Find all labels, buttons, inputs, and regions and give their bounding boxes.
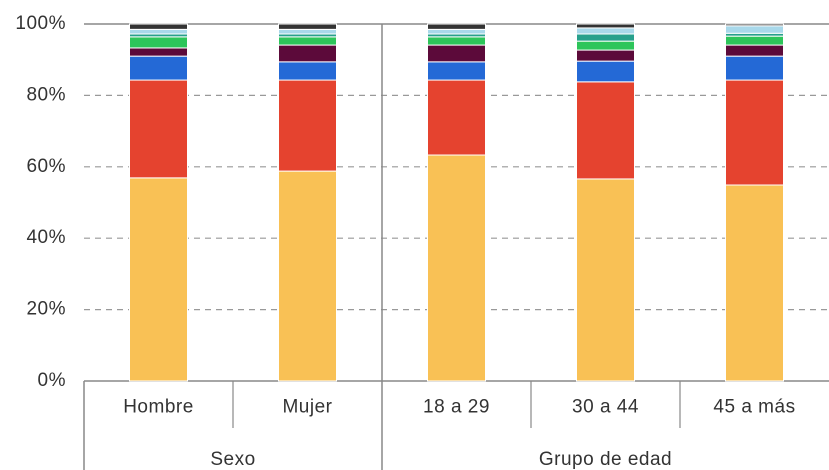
bar-segment (278, 61, 337, 81)
bar-segment (725, 23, 784, 27)
bar-segment (427, 154, 486, 382)
bar-segment (725, 44, 784, 57)
y-tick-label: 100% (15, 13, 66, 34)
bar-segment (278, 23, 337, 30)
bar-segment (427, 36, 486, 46)
bar-segment (278, 44, 337, 63)
bar-segment (427, 28, 486, 35)
bar-segment (576, 33, 635, 42)
x-tick-label: 45 a más (713, 397, 795, 418)
bar-segment (576, 60, 635, 83)
bar-segment (576, 178, 635, 382)
y-tick-label: 60% (26, 156, 66, 177)
bar-segment (576, 27, 635, 35)
x-tick-label: Hombre (123, 397, 194, 418)
bar-segment (278, 170, 337, 382)
group-label: Sexo (210, 449, 255, 470)
bar-segment (576, 81, 635, 180)
bar-segment (278, 36, 337, 46)
bar-segment (427, 23, 486, 30)
x-tick-label: Mujer (282, 397, 332, 418)
bar-segment (427, 44, 486, 63)
bar-segment (427, 61, 486, 81)
bar-segment (129, 55, 188, 81)
bar-segment (129, 79, 188, 179)
x-tick-label: 18 a 29 (423, 397, 490, 418)
bar-segment (129, 28, 188, 35)
bar-segment (278, 28, 337, 35)
bar-segment (725, 79, 784, 186)
bar-segment (725, 184, 784, 382)
bar-segment (278, 79, 337, 172)
x-tick-label: 30 a 44 (572, 397, 639, 418)
bar-segment (725, 25, 784, 34)
y-tick-label: 0% (38, 370, 66, 391)
bar-segment (576, 40, 635, 51)
bar-segment (725, 55, 784, 81)
bar-segment (129, 23, 188, 30)
y-tick-label: 40% (26, 227, 66, 248)
bar-segment (129, 36, 188, 49)
bar-segment (129, 47, 188, 57)
bar-segment (427, 79, 486, 156)
y-tick-label: 80% (26, 84, 66, 105)
bar-segment (576, 23, 635, 29)
group-label: Grupo de edad (539, 449, 672, 470)
bar-segment (725, 35, 784, 46)
bar-segment (129, 177, 188, 382)
y-tick-label: 20% (26, 299, 66, 320)
bar-segment (576, 49, 635, 62)
